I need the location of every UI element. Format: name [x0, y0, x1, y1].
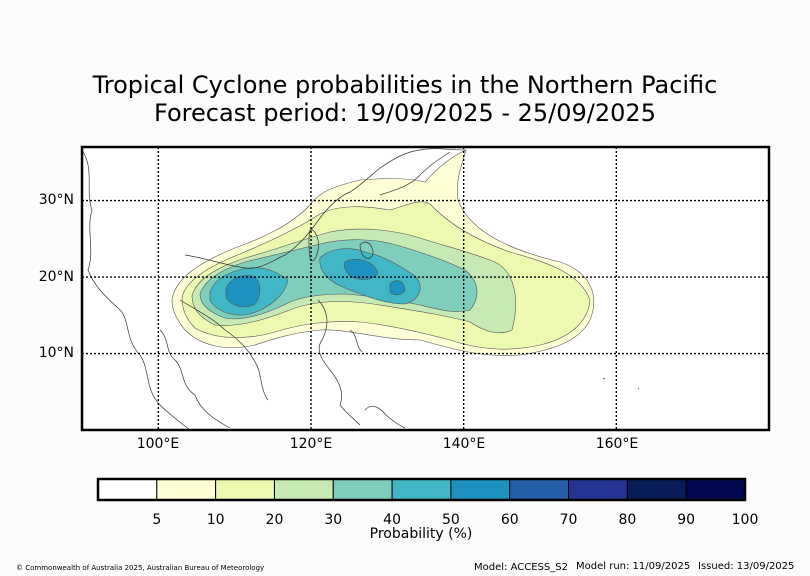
- colorbar-segment: [156, 478, 217, 501]
- colorbar-segment: [450, 478, 511, 501]
- lon-tick-100: 100°E: [137, 436, 180, 452]
- colorbar-segment: [568, 478, 628, 501]
- model-text: Model: ACCESS_S2: [474, 562, 568, 573]
- colorbar-tick-label: 50: [442, 512, 460, 528]
- model-run-text: Model run: 11/09/2025: [576, 561, 691, 572]
- colorbar-segment: [273, 478, 334, 501]
- colorbar-tick-label: 100: [732, 512, 759, 528]
- colorbar-segment: [391, 478, 452, 501]
- probability-contours: [171, 149, 594, 356]
- colorbar-segment: [626, 478, 687, 501]
- colorbar-tick-label: 90: [677, 512, 695, 528]
- lon-tick-140: 140°E: [443, 436, 486, 452]
- lon-tick-120: 120°E: [290, 436, 333, 452]
- contour-50: [225, 259, 406, 308]
- colorbar-tick-label: 20: [266, 512, 284, 528]
- lon-tick-labels: 100°E 120°E 140°E 160°E: [137, 436, 639, 452]
- colorbar-tick-label: 80: [618, 512, 636, 528]
- copyright-text: © Commonwealth of Australia 2025, Austra…: [16, 564, 265, 572]
- colorbar-tick-label: 30: [324, 512, 342, 528]
- map-frame: [80, 145, 771, 432]
- colorbar-tick-label: 70: [560, 512, 578, 528]
- colorbar-segment: [97, 478, 158, 501]
- colorbar-tick-label: 40: [383, 512, 401, 528]
- colorbar-tick-label: 10: [207, 512, 225, 528]
- lat-tick-30: 30°N: [39, 192, 74, 208]
- issued-text: Issued: 13/09/2025: [698, 561, 795, 572]
- colorbar-tick-label: 60: [501, 512, 519, 528]
- map-title-line-2: Forecast period: 19/09/2025 - 25/09/2025: [154, 99, 656, 127]
- colorbar-segment: [509, 478, 570, 501]
- colorbar-segment: [332, 478, 393, 501]
- graticule: [82, 147, 769, 430]
- lat-tick-10: 10°N: [39, 345, 74, 361]
- lat-tick-20: 20°N: [39, 269, 74, 285]
- colorbar-segment: [215, 478, 275, 501]
- map-title-line-1: Tropical Cyclone probabilities in the No…: [92, 71, 718, 99]
- lat-tick-labels: 30°N 20°N 10°N: [39, 192, 74, 361]
- colorbar-segment: [685, 478, 746, 501]
- colorbar-tick-label: 5: [152, 512, 161, 528]
- colorbar: 5 10 20 30 40 50 60 70 80 90 100: [96, 477, 759, 528]
- colorbar-frame: [96, 477, 747, 502]
- lon-tick-160: 160°E: [596, 436, 639, 452]
- coastlines: [82, 148, 640, 430]
- colorbar-label: Probability (%): [370, 526, 473, 542]
